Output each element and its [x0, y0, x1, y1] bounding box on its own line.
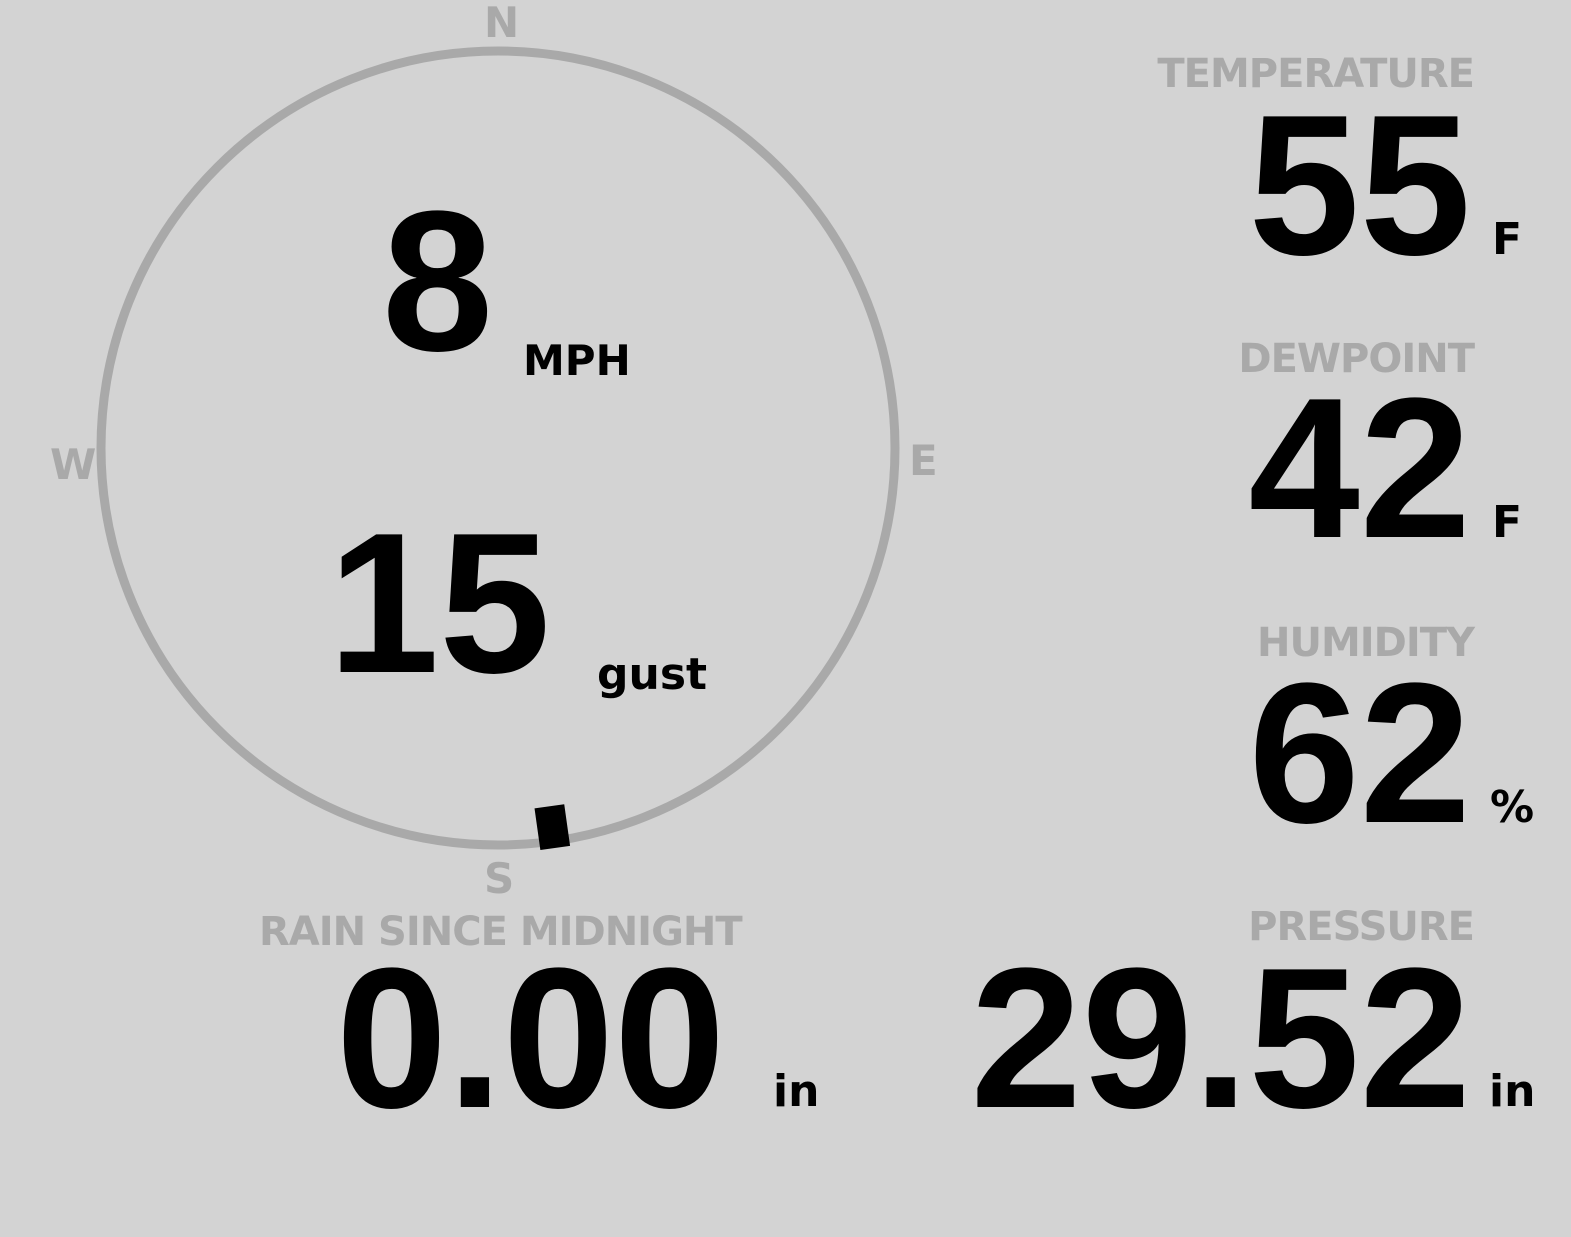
temperature-unit: F: [1492, 214, 1523, 265]
compass-dial: [96, 46, 900, 851]
humidity-label: HUMIDITY: [1257, 620, 1475, 666]
compass-east-label: E: [909, 436, 938, 485]
compass-west-label: W: [50, 440, 97, 489]
pressure-value: 29.52: [970, 927, 1472, 1150]
pressure-label: PRESSURE: [1248, 904, 1475, 950]
compass-ring: [96, 46, 900, 850]
dewpoint-unit: F: [1492, 497, 1523, 548]
temperature-value: 55: [1248, 74, 1471, 297]
wind-gust-value: 15: [328, 492, 551, 715]
rain-unit: in: [773, 1066, 820, 1117]
dewpoint-value: 42: [1248, 357, 1471, 580]
wind-speed-value: 8: [382, 170, 494, 393]
wind-gust-unit: gust: [597, 649, 708, 700]
rain-value: 0.00: [336, 927, 726, 1150]
temperature-label: TEMPERATURE: [1157, 51, 1475, 97]
compass-south-label: S: [484, 854, 515, 903]
humidity-value: 62: [1248, 642, 1471, 865]
wind-speed-unit: MPH: [523, 336, 631, 385]
compass-north-label: N: [484, 0, 520, 47]
wind-direction-marker: [534, 804, 571, 851]
rain-label: RAIN SINCE MIDNIGHT: [259, 909, 743, 955]
dewpoint-label: DEWPOINT: [1238, 336, 1475, 382]
pressure-unit: in: [1489, 1066, 1536, 1117]
humidity-unit: %: [1490, 782, 1535, 833]
